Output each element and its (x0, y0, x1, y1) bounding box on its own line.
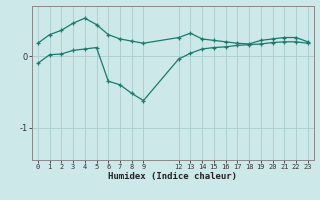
X-axis label: Humidex (Indice chaleur): Humidex (Indice chaleur) (108, 172, 237, 181)
